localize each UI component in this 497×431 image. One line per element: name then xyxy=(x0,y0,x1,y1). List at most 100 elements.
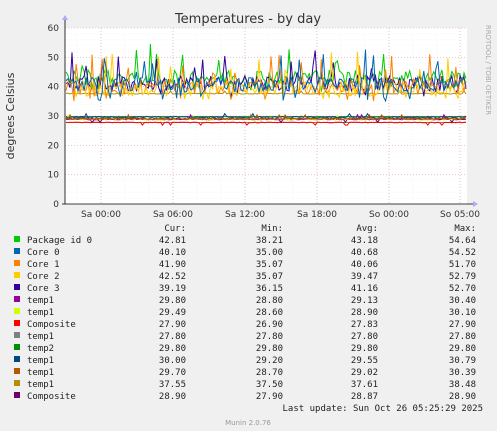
legend-value-min: 27.80 xyxy=(256,332,283,342)
series-line xyxy=(65,51,467,100)
legend-value-max: 54.52 xyxy=(449,248,476,258)
legend-value-cur: 27.90 xyxy=(159,320,186,330)
legend-value-avg: 29.02 xyxy=(351,368,378,378)
series-line xyxy=(65,49,467,103)
chart-title: Temperatures - by day xyxy=(174,12,321,27)
legend-value-cur: 30.00 xyxy=(159,356,186,366)
x-tick-label: Sa 18:00 xyxy=(297,210,337,220)
legend-value-avg: 43.18 xyxy=(351,236,378,246)
legend-value-min: 28.80 xyxy=(256,296,283,306)
x-tick-label: So 05:00 xyxy=(440,210,480,220)
legend-swatch xyxy=(14,320,20,326)
y-axis-label: degrees Celsius xyxy=(4,72,17,159)
legend-series-name: temp1 xyxy=(27,368,54,378)
legend-value-avg: 29.13 xyxy=(351,296,378,306)
legend-value-cur: 40.10 xyxy=(159,248,186,258)
legend-series-name: Core 1 xyxy=(27,260,60,270)
series-line xyxy=(65,113,467,121)
legend-value-cur: 27.80 xyxy=(159,332,186,342)
x-tick-labels: Sa 00:00 Sa 06:00 Sa 12:00 Sa 18:00 So 00:00… xyxy=(81,210,480,220)
legend-value-min: 35.00 xyxy=(256,248,283,258)
legend-value-cur: 42.52 xyxy=(159,272,186,282)
legend-value-cur: 28.90 xyxy=(159,392,186,402)
legend-value-avg: 28.90 xyxy=(351,308,378,318)
legend-header: Avg: xyxy=(356,224,378,234)
legend-series-name: temp1 xyxy=(27,380,54,390)
legend-value-max: 54.64 xyxy=(449,236,476,246)
legend-series-name: temp1 xyxy=(27,296,54,306)
legend-series-name: Composite xyxy=(27,392,76,402)
legend-series-name: Composite xyxy=(27,320,76,330)
legend-value-max: 52.79 xyxy=(449,272,476,282)
legend-value-min: 28.60 xyxy=(256,308,283,318)
legend-value-max: 30.39 xyxy=(449,368,476,378)
y-tick-label: 20 xyxy=(48,141,60,151)
legend-value-cur: 42.81 xyxy=(159,236,186,246)
legend-swatch xyxy=(14,332,20,338)
x-axis-arrow xyxy=(473,201,478,207)
legend-swatch xyxy=(14,296,20,302)
legend-value-avg: 29.55 xyxy=(351,356,378,366)
legend-value-min: 35.07 xyxy=(256,260,283,270)
legend-header: Max: xyxy=(454,224,476,234)
legend-swatch xyxy=(14,356,20,362)
legend-swatch xyxy=(14,344,20,350)
legend-series-name: Core 2 xyxy=(27,272,60,282)
legend-header: Min: xyxy=(261,224,283,234)
legend-value-min: 26.90 xyxy=(256,320,283,330)
y-tick-label: 0 xyxy=(53,200,59,210)
legend-value-min: 28.70 xyxy=(256,368,283,378)
legend-swatch xyxy=(14,368,20,374)
legend-swatch xyxy=(14,392,20,398)
legend: Cur: Min: Avg: Max: Package id 0 42.81 38.21 43… xyxy=(14,224,476,402)
legend-swatch xyxy=(14,380,20,386)
legend-swatch xyxy=(14,248,20,254)
legend-value-min: 35.07 xyxy=(256,272,283,282)
legend-value-max: 38.48 xyxy=(449,380,476,390)
y-tick-label: 40 xyxy=(48,83,60,93)
legend-value-avg: 27.83 xyxy=(351,320,378,330)
y-tick-labels: 0 10 20 30 40 50 60 xyxy=(48,24,60,210)
y-tick-label: 30 xyxy=(48,112,60,122)
legend-header: Cur: xyxy=(164,224,186,234)
y-tick-label: 60 xyxy=(48,24,60,34)
series-line xyxy=(65,121,466,126)
legend-series-name: temp2 xyxy=(27,344,54,354)
y-tick-label: 50 xyxy=(48,53,60,63)
legend-swatch xyxy=(14,308,20,314)
legend-value-cur: 29.80 xyxy=(159,296,186,306)
legend-swatch xyxy=(14,284,20,290)
y-tick-label: 10 xyxy=(48,171,60,181)
legend-value-min: 27.90 xyxy=(256,392,283,402)
x-tick-label: Sa 12:00 xyxy=(225,210,265,220)
x-tick-label: So 00:00 xyxy=(369,210,409,220)
y-axis-arrow xyxy=(62,15,68,20)
legend-value-min: 38.21 xyxy=(256,236,283,246)
series-lines xyxy=(65,43,467,126)
legend-value-max: 30.10 xyxy=(449,308,476,318)
legend-value-avg: 28.87 xyxy=(351,392,378,402)
legend-value-min: 36.15 xyxy=(256,284,283,294)
legend-value-max: 51.70 xyxy=(449,260,476,270)
legend-value-max: 27.80 xyxy=(449,332,476,342)
legend-value-max: 27.90 xyxy=(449,320,476,330)
legend-value-min: 37.50 xyxy=(256,380,283,390)
legend-value-cur: 41.90 xyxy=(159,260,186,270)
legend-value-min: 29.80 xyxy=(256,344,283,354)
legend-swatch xyxy=(14,260,20,266)
legend-value-avg: 41.16 xyxy=(351,284,378,294)
legend-value-cur: 29.70 xyxy=(159,368,186,378)
legend-swatch xyxy=(14,272,20,278)
legend-value-max: 30.40 xyxy=(449,296,476,306)
legend-value-avg: 40.68 xyxy=(351,248,378,258)
legend-swatch xyxy=(14,236,20,242)
munin-version: Munin 2.0.76 xyxy=(225,419,271,427)
legend-value-avg: 29.80 xyxy=(351,344,378,354)
legend-series-name: temp1 xyxy=(27,332,54,342)
legend-value-cur: 29.49 xyxy=(159,308,186,318)
rrdtool-credit: RRDTOOL / TOBI OETIKER xyxy=(484,25,492,115)
legend-value-avg: 39.47 xyxy=(351,272,378,282)
legend-value-max: 30.79 xyxy=(449,356,476,366)
